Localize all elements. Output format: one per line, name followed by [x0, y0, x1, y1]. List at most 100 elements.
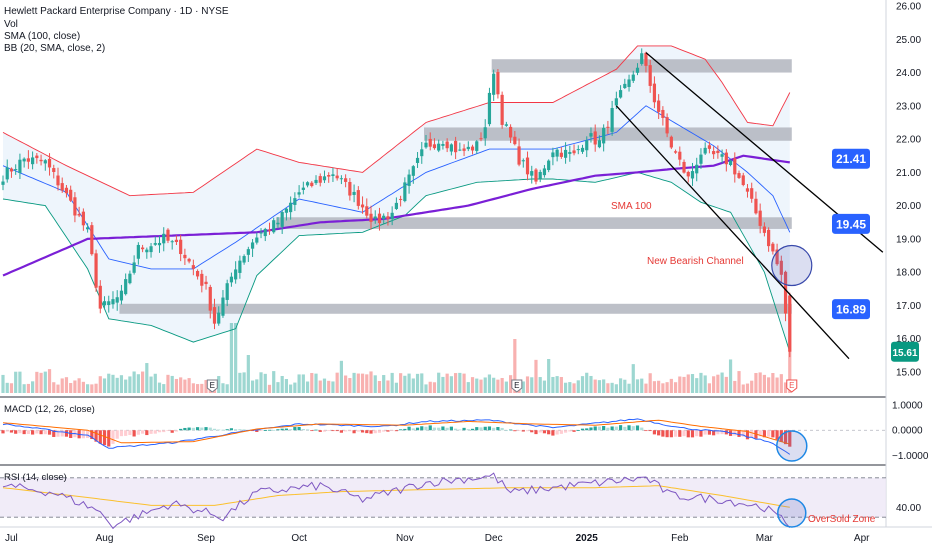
candle-body	[86, 227, 90, 230]
time-axis-tick: Oct	[291, 533, 307, 544]
candle	[267, 222, 272, 235]
volume-bar	[18, 371, 22, 393]
volume-bar	[102, 378, 107, 393]
macd-histogram-bar	[208, 427, 212, 431]
price-badge-box	[832, 213, 870, 234]
candle-body	[657, 100, 661, 112]
macd-histogram-bar	[610, 426, 614, 431]
candle-body	[551, 152, 555, 158]
macd-histogram-bar	[496, 427, 500, 431]
candle	[195, 269, 200, 280]
time-axis-tick: Apr	[854, 533, 870, 544]
volume-bar	[644, 383, 648, 393]
macd-histogram-bar	[174, 430, 179, 432]
candle	[707, 141, 712, 154]
volume-bar	[259, 372, 263, 393]
candle-body	[373, 216, 377, 219]
candle	[310, 181, 314, 188]
macd-histogram-bar	[191, 427, 195, 431]
macd-histogram-bar	[259, 430, 263, 432]
candle-body	[31, 157, 35, 165]
macd-histogram-bar	[424, 426, 428, 431]
candle-body	[225, 283, 229, 300]
macd-histogram-bar	[437, 427, 441, 431]
candle-body	[517, 146, 521, 165]
volume-bar	[377, 381, 382, 393]
volume-bar	[90, 384, 94, 393]
candle-body	[183, 254, 187, 259]
volume-bar	[5, 382, 9, 393]
macd-histogram-bar	[111, 430, 115, 444]
candle	[229, 272, 234, 287]
volume-bar	[386, 380, 390, 393]
candle-body	[758, 210, 762, 226]
candle-body	[276, 222, 280, 225]
macd-histogram-bar	[200, 427, 204, 431]
candle	[255, 232, 259, 245]
macd-histogram-bar	[669, 430, 673, 438]
macd-histogram-bar	[542, 430, 547, 434]
candle-body	[263, 228, 267, 237]
candle-body	[699, 154, 703, 164]
macd-histogram-bar	[606, 427, 610, 431]
candle-body	[585, 140, 589, 151]
candle	[712, 146, 716, 159]
volume-bar	[690, 374, 695, 393]
macd-histogram-bar	[648, 430, 652, 432]
candle-body	[712, 151, 716, 155]
candle-body	[331, 174, 335, 176]
candle-body	[513, 136, 517, 145]
macd-histogram-bar	[305, 429, 310, 431]
candle	[179, 234, 183, 262]
macd-histogram-bar	[767, 430, 771, 437]
candle	[344, 174, 348, 188]
candle-body	[377, 213, 382, 224]
volume-bar	[733, 380, 737, 393]
candle	[703, 142, 707, 156]
macd-histogram-bar	[551, 430, 555, 436]
price-axis-tick: 21.00	[896, 168, 921, 179]
macd-histogram-bar	[783, 430, 788, 445]
macd-histogram-bar	[661, 430, 665, 437]
macd-histogram-bar	[411, 428, 415, 431]
macd-histogram-bar	[517, 430, 521, 432]
macd-histogram-bar	[344, 430, 348, 432]
macd-histogram-bar	[657, 430, 661, 436]
candle-body	[5, 167, 9, 180]
volume-bar	[479, 379, 483, 393]
candle	[411, 165, 415, 184]
earnings-marker-shape	[786, 379, 798, 393]
volume-bar	[1, 374, 5, 393]
macd-histogram-bar	[1, 430, 5, 434]
volume-bar	[140, 371, 145, 393]
volume-bar	[162, 384, 166, 393]
volume-bar	[547, 359, 551, 393]
time-axis-tick: 2025	[576, 533, 599, 544]
rsi-band	[0, 477, 886, 518]
candle-body	[250, 242, 255, 249]
candle-body	[344, 178, 348, 182]
candle	[597, 135, 602, 149]
candle-body	[610, 108, 614, 132]
volume-bar	[673, 382, 678, 393]
volume-bar	[250, 380, 255, 393]
candle	[335, 168, 339, 181]
volume-bar	[454, 373, 458, 393]
macd-histogram-bar	[339, 430, 343, 433]
price-axis-tick: 15.00	[896, 368, 921, 379]
volume-bar	[661, 383, 665, 393]
time-axis-tick: Aug	[96, 533, 114, 544]
candle	[479, 132, 483, 142]
macd-histogram-bar	[686, 430, 690, 438]
macd-histogram-bar	[102, 430, 107, 446]
macd-histogram-bar	[775, 430, 779, 440]
candle	[644, 51, 648, 73]
macd-histogram-bar	[140, 430, 145, 434]
candle-body	[555, 149, 559, 157]
volume-bar	[762, 374, 766, 393]
macd-histogram-bar	[733, 430, 737, 436]
rsi-highlight-circle	[777, 498, 807, 528]
candle	[686, 170, 690, 183]
rsi-axis-tick: 40.00	[896, 503, 921, 514]
